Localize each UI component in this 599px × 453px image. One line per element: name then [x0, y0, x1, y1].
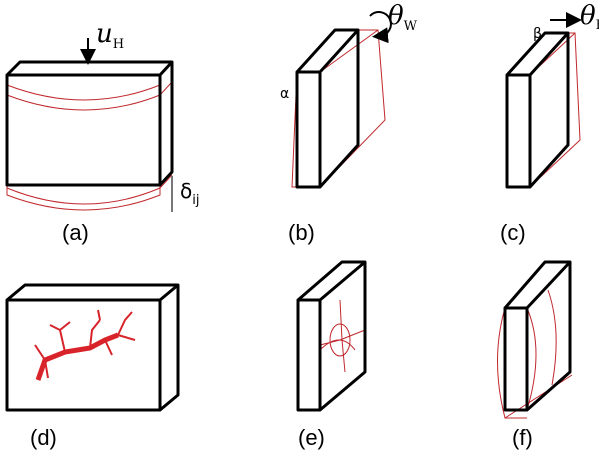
- delta-symbol: δij: [180, 179, 199, 208]
- panel-label: (b): [288, 220, 315, 245]
- panel-a: uH δij (a): [7, 19, 199, 245]
- alpha-symbol: α: [280, 86, 289, 102]
- panel-label: (c): [500, 220, 526, 245]
- panel-f: (f): [498, 262, 573, 450]
- u-h-symbol: uH: [96, 19, 124, 52]
- theta-h-symbol: θH: [580, 1, 599, 33]
- theta-w-symbol: θW: [388, 1, 418, 34]
- panel-c: θH β (c): [500, 1, 599, 245]
- panel-label: (a): [62, 220, 89, 245]
- panel-label: (e): [298, 425, 325, 450]
- panel-b: θW α (b): [280, 1, 418, 245]
- panel-label: (f): [512, 425, 533, 450]
- panel-label: (d): [30, 425, 57, 450]
- beta-symbol: β: [533, 26, 542, 42]
- panel-d: (d): [7, 285, 178, 450]
- panel-e: (e): [298, 262, 365, 450]
- diagram: uH δij (a) θW α (b) θH β (c) (d) (e): [0, 0, 599, 453]
